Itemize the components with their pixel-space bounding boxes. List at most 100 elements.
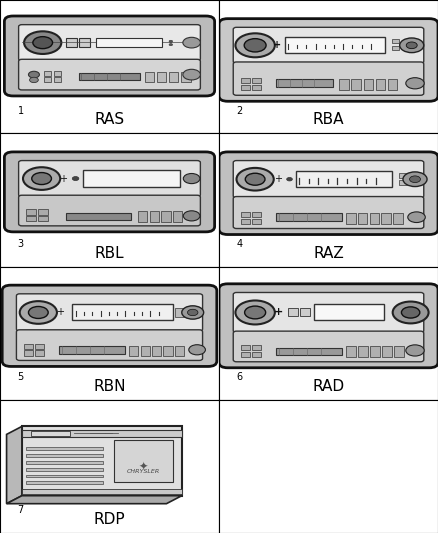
FancyBboxPatch shape <box>4 16 215 96</box>
Text: 1: 1 <box>18 106 24 116</box>
Bar <box>346 346 356 357</box>
FancyBboxPatch shape <box>233 197 424 229</box>
Bar <box>241 219 250 224</box>
Bar <box>26 467 103 471</box>
Bar <box>276 79 333 87</box>
Text: 6: 6 <box>237 372 243 382</box>
Circle shape <box>23 167 60 190</box>
Circle shape <box>187 309 198 316</box>
Bar <box>31 431 70 436</box>
Text: RAD: RAD <box>312 379 345 394</box>
Circle shape <box>20 301 57 324</box>
FancyBboxPatch shape <box>219 19 438 101</box>
Bar <box>145 72 155 82</box>
Circle shape <box>183 37 200 48</box>
Bar <box>394 346 404 357</box>
Circle shape <box>32 173 52 184</box>
Circle shape <box>287 177 293 181</box>
Circle shape <box>245 173 265 185</box>
Circle shape <box>237 168 274 191</box>
Bar <box>114 440 173 482</box>
Bar <box>296 171 392 187</box>
Text: 4: 4 <box>237 239 243 249</box>
Bar <box>138 211 147 222</box>
Circle shape <box>399 38 424 53</box>
Bar <box>300 309 310 317</box>
Text: 2: 2 <box>237 106 243 116</box>
Bar <box>173 211 182 222</box>
Bar <box>152 346 161 357</box>
Bar <box>175 309 184 317</box>
Bar <box>399 173 407 178</box>
FancyBboxPatch shape <box>18 195 201 226</box>
Bar <box>24 351 33 356</box>
Circle shape <box>244 39 266 52</box>
Text: +: + <box>60 174 67 183</box>
Text: +: + <box>274 308 283 318</box>
Circle shape <box>169 41 173 43</box>
FancyBboxPatch shape <box>2 285 217 367</box>
Text: RBN: RBN <box>93 379 126 394</box>
Bar <box>252 219 261 224</box>
Bar <box>26 447 103 450</box>
FancyBboxPatch shape <box>233 160 424 198</box>
Bar <box>35 351 44 356</box>
Bar <box>38 216 48 221</box>
Polygon shape <box>7 496 182 504</box>
Text: 5: 5 <box>18 372 24 382</box>
FancyBboxPatch shape <box>219 152 438 235</box>
Bar <box>346 213 356 224</box>
Bar <box>53 71 61 76</box>
Bar <box>163 346 173 357</box>
Text: RBL: RBL <box>95 246 124 261</box>
Bar <box>53 77 61 82</box>
Bar <box>24 344 33 349</box>
Bar <box>392 46 399 50</box>
Circle shape <box>28 71 39 78</box>
Bar <box>364 79 373 90</box>
Bar <box>157 72 166 82</box>
Bar <box>252 78 261 83</box>
Bar <box>59 346 125 354</box>
Circle shape <box>28 306 48 318</box>
Bar <box>26 454 103 457</box>
Circle shape <box>235 33 275 58</box>
Bar <box>175 346 184 357</box>
Bar <box>26 474 103 478</box>
Bar <box>26 461 103 464</box>
Circle shape <box>183 69 200 80</box>
FancyBboxPatch shape <box>18 59 201 90</box>
Circle shape <box>29 77 39 83</box>
Bar <box>44 77 52 82</box>
Bar <box>351 79 361 90</box>
Bar <box>252 345 261 351</box>
Text: +: + <box>273 41 281 50</box>
Text: 3: 3 <box>18 239 24 249</box>
Bar <box>66 38 77 47</box>
Bar <box>241 78 250 83</box>
FancyBboxPatch shape <box>4 152 215 232</box>
FancyBboxPatch shape <box>233 62 424 95</box>
Bar <box>241 85 250 90</box>
Circle shape <box>392 302 428 324</box>
Bar <box>252 352 261 357</box>
Bar <box>66 213 131 220</box>
Circle shape <box>406 42 417 49</box>
Bar <box>180 72 191 82</box>
Circle shape <box>33 37 53 49</box>
Bar <box>370 213 379 224</box>
Text: ✦: ✦ <box>139 462 148 471</box>
Circle shape <box>189 345 205 355</box>
Circle shape <box>244 306 265 319</box>
Bar <box>96 38 162 47</box>
Circle shape <box>406 345 424 356</box>
Bar <box>241 212 250 217</box>
Bar <box>169 72 179 82</box>
Bar <box>35 344 44 349</box>
Bar <box>252 212 261 217</box>
FancyBboxPatch shape <box>17 294 202 331</box>
Bar <box>388 79 398 90</box>
Bar <box>129 346 138 357</box>
FancyBboxPatch shape <box>18 25 201 61</box>
Bar <box>44 71 52 76</box>
